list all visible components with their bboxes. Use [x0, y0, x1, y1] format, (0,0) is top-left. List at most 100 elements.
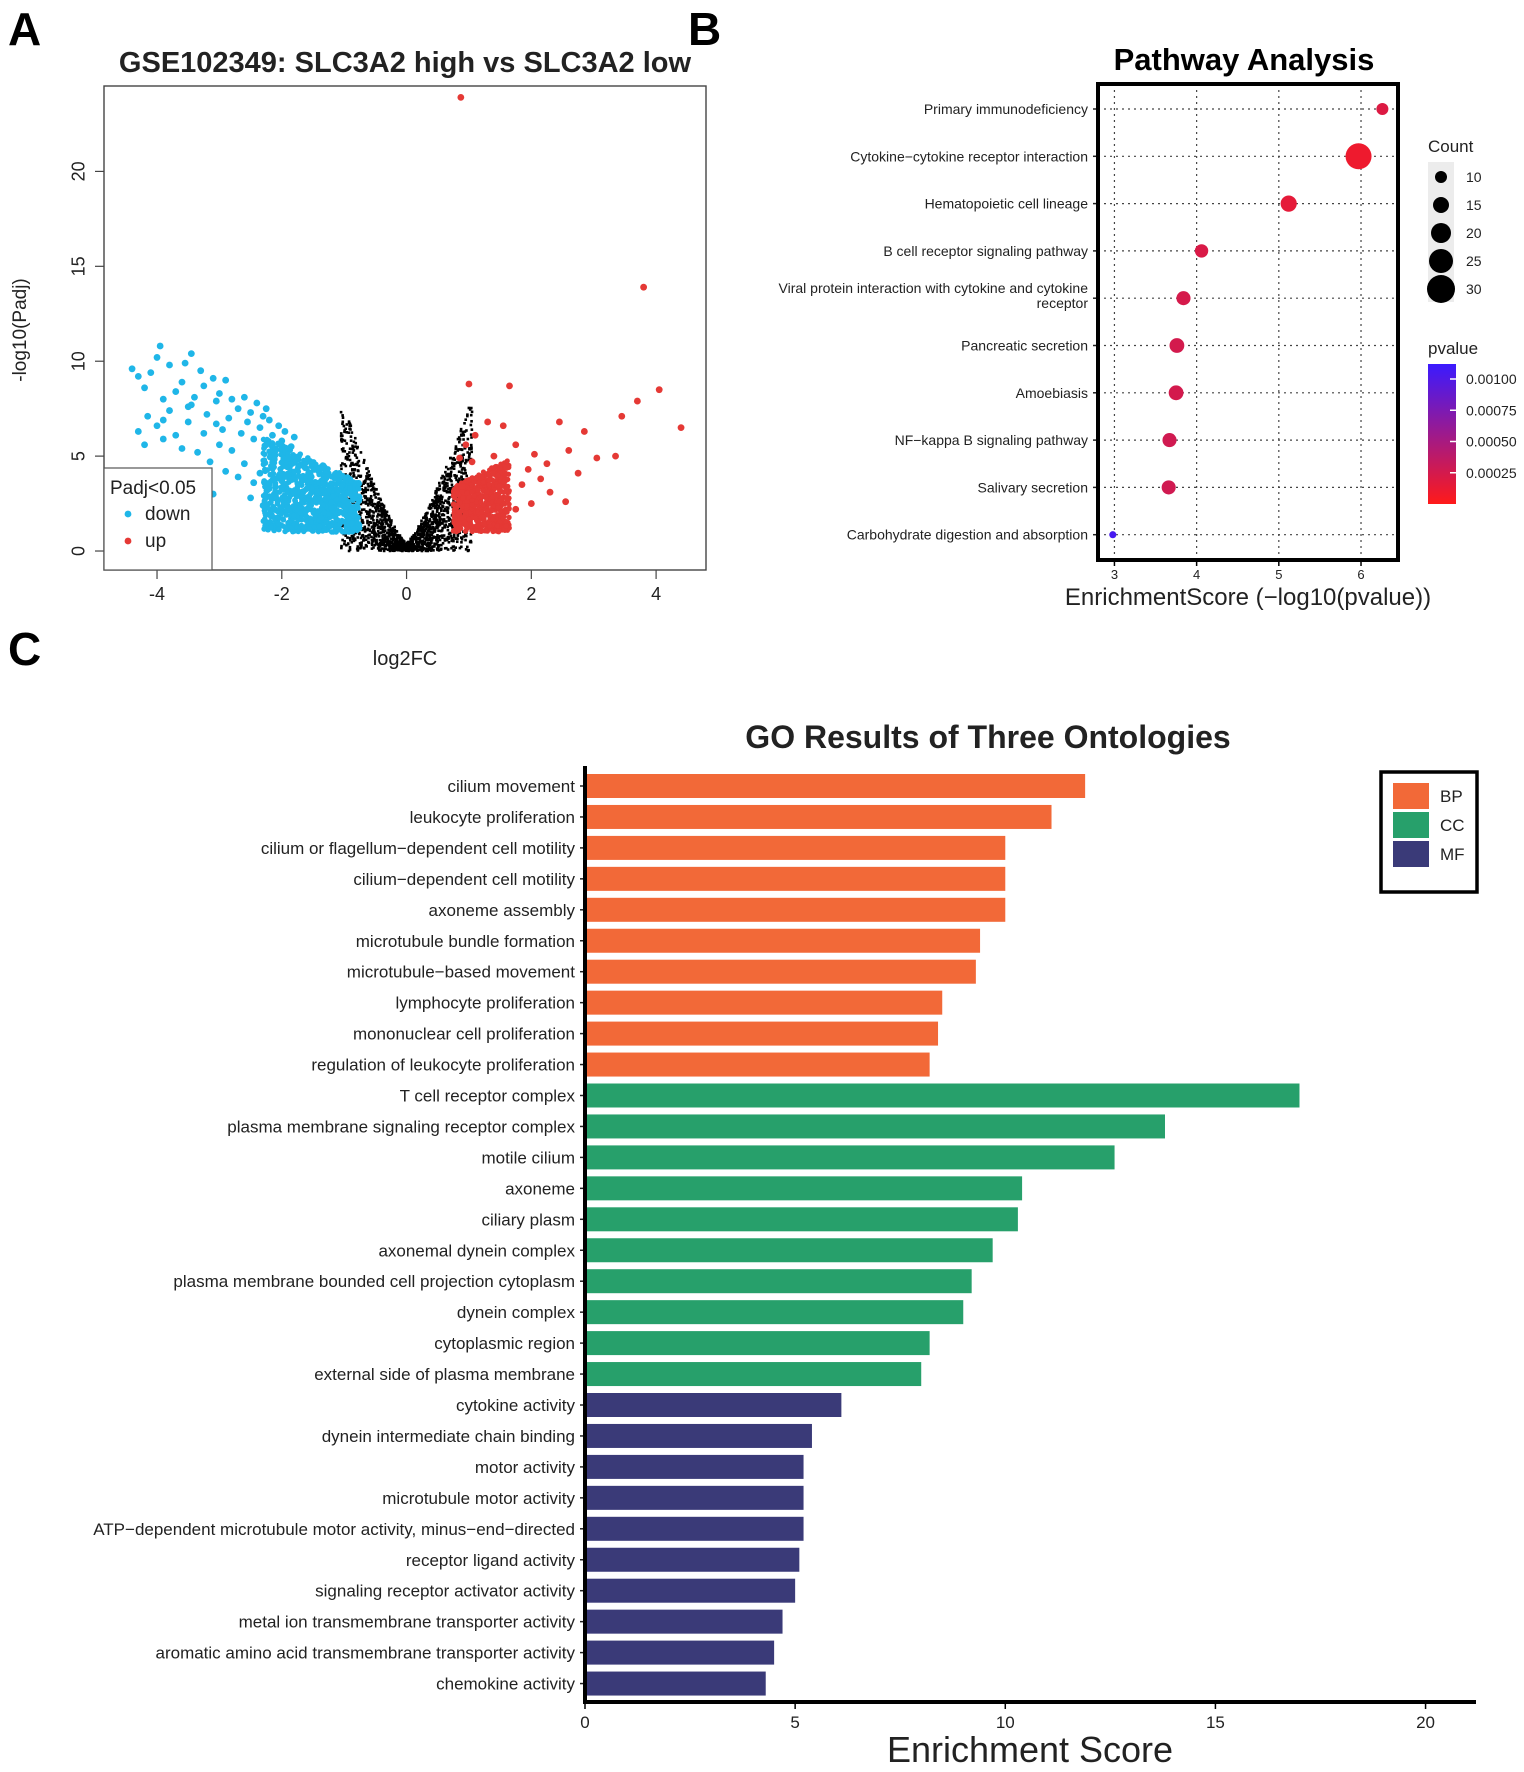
down-point-38 [281, 428, 289, 435]
go-bar-0 [585, 774, 1086, 798]
count-legend-label: 15 [1466, 197, 1482, 213]
up-point [486, 519, 492, 525]
ns-point [423, 537, 426, 540]
ns-point [371, 483, 374, 487]
down-point-39 [284, 454, 292, 462]
ns-point [367, 485, 370, 488]
down-point-46 [159, 435, 167, 443]
ns-point [363, 480, 366, 484]
ns-point [374, 506, 377, 509]
ns-point [352, 449, 356, 452]
ns-point [469, 443, 473, 447]
up-point [506, 501, 512, 507]
go-xtick-label: 5 [790, 1713, 799, 1732]
down-point [302, 473, 309, 479]
down-point [308, 490, 314, 496]
ns-point [364, 535, 368, 538]
ns-point [469, 413, 473, 417]
ns-point [449, 470, 453, 474]
volcano-ytick-label: 10 [69, 351, 89, 371]
down-point-55 [222, 467, 230, 475]
up-point-25 [471, 431, 479, 439]
ns-point [425, 536, 429, 540]
down-point [319, 502, 326, 509]
pathway-x-axis-label: EnrichmentScore (−log10(pvalue)) [1065, 584, 1431, 611]
ns-point [460, 475, 463, 478]
up-point [451, 486, 457, 492]
up-point-32 [527, 500, 535, 507]
down-point [302, 509, 309, 515]
ns-point [362, 546, 366, 550]
up-point-29 [459, 483, 467, 490]
up-point-27 [465, 380, 473, 388]
ns-point [362, 461, 366, 464]
volcano-xtick-label: 2 [526, 584, 536, 604]
ns-point [468, 452, 471, 455]
down-point-48 [172, 431, 180, 439]
ns-point [343, 542, 346, 546]
ns-point [348, 424, 351, 428]
up-point-0 [457, 93, 465, 101]
ns-point [346, 536, 349, 539]
go-category-label: cilium−dependent cell motility [353, 870, 575, 889]
pvalue-legend-label: 0.00075 [1466, 402, 1517, 418]
ns-point [341, 420, 345, 424]
go-category-label: cilium movement [447, 777, 575, 796]
go-bar-20 [585, 1393, 842, 1417]
ns-point [357, 474, 360, 478]
ns-point [440, 518, 443, 521]
down-point [270, 503, 277, 510]
up-point-15 [531, 450, 538, 458]
up-point [466, 516, 472, 522]
ns-point [341, 438, 345, 442]
ns-point [375, 518, 379, 522]
pvalue-colorbar [1428, 364, 1456, 504]
ns-point [377, 509, 381, 513]
ns-point [347, 420, 351, 423]
pathway-dot-2 [1280, 195, 1297, 212]
up-point [475, 523, 481, 529]
ns-point [461, 466, 465, 470]
ns-point [381, 507, 385, 511]
up-point [481, 521, 488, 527]
ns-point [435, 496, 439, 500]
go-bar-12 [585, 1145, 1115, 1170]
ns-point [409, 539, 413, 543]
ns-point [455, 461, 459, 464]
ns-point [428, 527, 432, 530]
ns-point [452, 545, 456, 548]
ns-point [449, 534, 453, 538]
ns-point [370, 530, 374, 534]
ns-point [382, 534, 385, 537]
ns-point [439, 548, 443, 551]
up-point [502, 501, 508, 507]
down-point-56 [228, 447, 236, 454]
down-point-6 [159, 395, 167, 403]
go-category-label: cilium or flagellum−dependent cell motil… [261, 839, 576, 858]
ns-point [380, 541, 383, 544]
go-bar-22 [585, 1454, 804, 1479]
up-point [456, 509, 462, 515]
go-legend: BP CC MF [1379, 770, 1479, 894]
pathway-category-label: Pancreatic secretion [961, 338, 1088, 354]
ns-point [392, 537, 396, 541]
ns-point [424, 512, 428, 515]
up-point [471, 493, 477, 499]
ns-point [351, 444, 354, 448]
ns-point [436, 487, 439, 490]
ns-point [387, 514, 391, 518]
up-point [487, 523, 493, 529]
ns-point [376, 507, 380, 510]
ns-point [387, 523, 390, 526]
count-legend-label: 20 [1466, 225, 1482, 241]
go-x-axis-label: Enrichment Score [887, 1729, 1173, 1770]
ns-point [418, 532, 422, 535]
up-point [466, 477, 472, 483]
ns-point [370, 535, 373, 539]
ns-point [420, 528, 424, 532]
ns-point [366, 503, 370, 507]
down-point-60 [250, 479, 258, 487]
ns-point [360, 541, 363, 544]
up-point [484, 489, 490, 495]
volcano-legend-title: Padj<0.05 [110, 478, 196, 499]
